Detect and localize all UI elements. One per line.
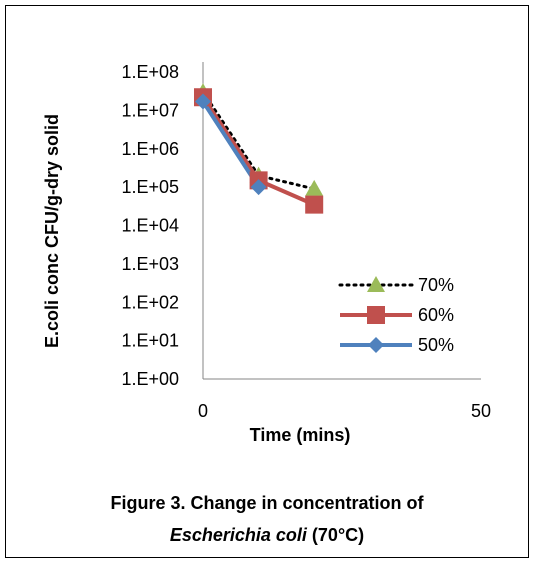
legend-marker (367, 276, 385, 292)
y-tick-label: 1.E+05 (121, 177, 179, 197)
y-tick-label: 1.E+01 (121, 331, 179, 351)
y-axis-title: E.coli conc CFU/g-dry solid (42, 114, 62, 348)
legend-marker (367, 306, 385, 324)
figure-caption-line1: Figure 3. Change in concentration of (110, 493, 424, 513)
legend-label: 50% (418, 335, 454, 355)
y-tick-label: 1.E+07 (121, 100, 179, 120)
legend-label: 60% (418, 305, 454, 325)
data-point (305, 195, 324, 214)
x-tick-label: 0 (198, 401, 208, 421)
y-tick-label: 1.E+00 (121, 369, 179, 389)
x-tick-label: 50 (471, 401, 491, 421)
figure-frame (5, 5, 529, 558)
data-point (305, 179, 324, 196)
y-tick-label: 1.E+06 (121, 139, 179, 159)
figure-caption-line2: Escherichia coli (70°C) (0, 525, 534, 546)
legend-label: 70% (418, 275, 454, 295)
y-tick-label: 1.E+04 (121, 216, 179, 236)
y-tick-label: 1.E+02 (121, 292, 179, 312)
line-chart: E.coli conc CFU/g-dry solid Time (mins) … (42, 62, 491, 445)
y-tick-label: 1.E+08 (121, 62, 179, 82)
data-point (250, 179, 267, 196)
series-line-2 (201, 100, 261, 189)
data-point (195, 93, 211, 110)
caption-temperature: (70°C) (306, 525, 365, 545)
y-tick-label: 1.E+03 (121, 254, 179, 274)
x-axis-title: Time (mins) (250, 425, 351, 445)
legend-marker (368, 337, 384, 353)
caption-species: Escherichia coli (169, 525, 307, 545)
